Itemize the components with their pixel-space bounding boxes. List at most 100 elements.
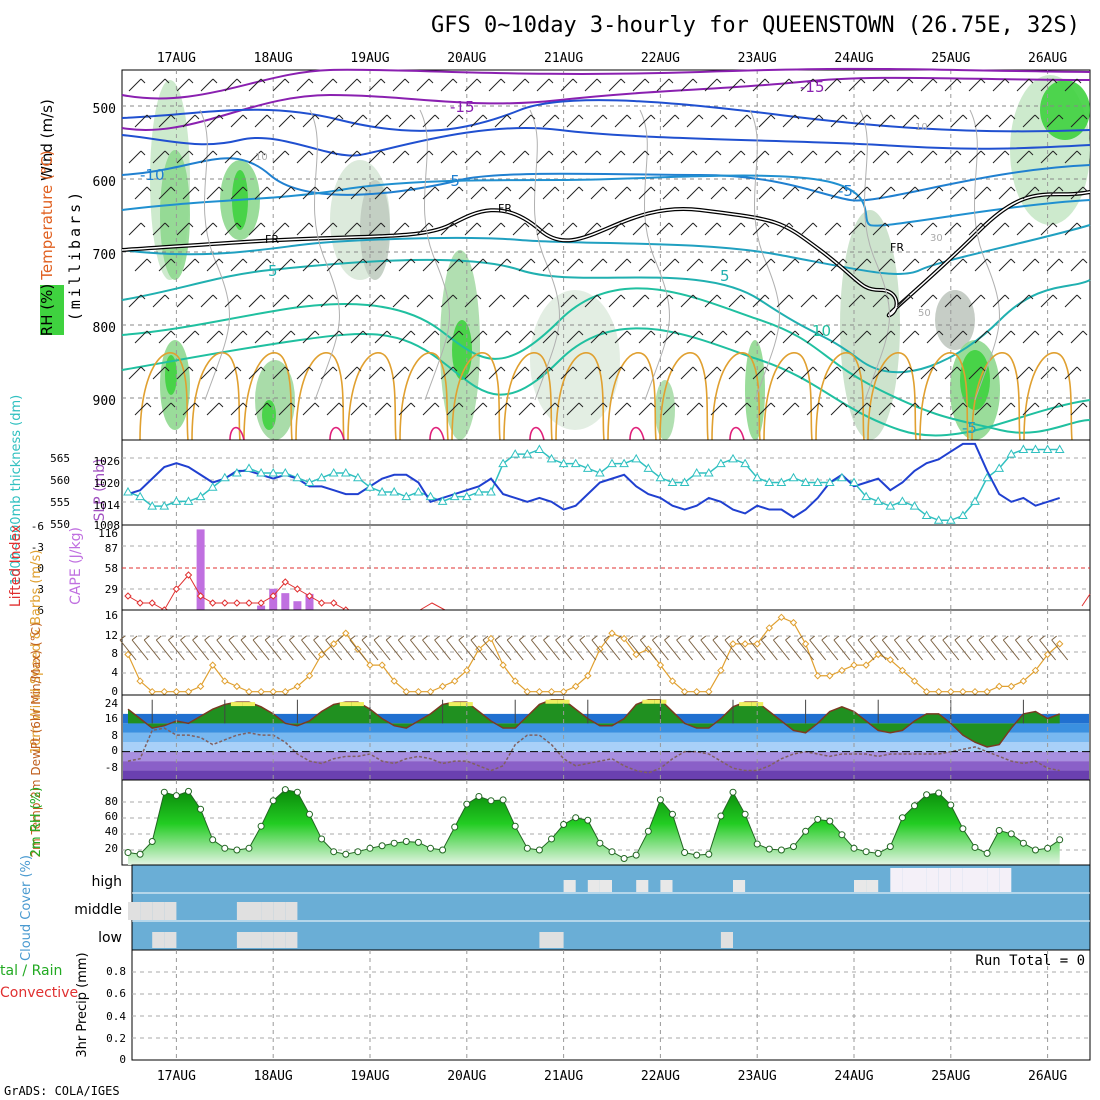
wind-barb: [656, 366, 674, 380]
wind-barb: [1022, 258, 1040, 272]
wind-barb-staff: [422, 186, 436, 200]
wind-barb: [470, 330, 488, 344]
surface-wind-barb-flag: [591, 635, 598, 641]
surface-wind-barb-staff: [664, 639, 681, 661]
wind-barb: [704, 366, 722, 380]
date-label-top: 17AUG: [157, 51, 196, 66]
wind-speed-point: [862, 661, 870, 669]
wind-barb-flag: [1076, 294, 1082, 300]
wind-barb-staff: [1040, 150, 1054, 164]
wind-barb-staff: [128, 222, 142, 236]
thickness-point: [558, 458, 569, 468]
wind-barb-staff: [662, 186, 676, 200]
wind-barb: [350, 330, 368, 344]
surface-wind-barb-flag: [797, 635, 803, 641]
wind-barb-flag: [242, 258, 248, 264]
wind-barb-staff: [566, 114, 580, 128]
wind-barb-staff: [896, 150, 910, 164]
wind-barb-flag: [188, 222, 194, 228]
cloud-low-cell: [285, 932, 298, 948]
wind-barb-staff: [296, 366, 310, 380]
wind-barb: [446, 258, 464, 272]
wind-barb-flag: [644, 78, 650, 84]
warm-contour: [295, 352, 345, 441]
wind-barb-flag: [650, 114, 656, 120]
date-label-bottom: 21AUG: [544, 1069, 583, 1084]
wind-barb-staff: [992, 78, 1006, 92]
wind-barb: [470, 402, 488, 416]
wind-barb-staff: [584, 294, 598, 308]
wind-barb-staff: [302, 258, 316, 272]
cloud-high-cell: [599, 880, 612, 892]
wind-barb: [158, 402, 176, 416]
wind-barb-flag: [842, 114, 848, 120]
wind-barb-staff: [968, 150, 982, 164]
temperature-contour: [121, 327, 1091, 437]
wind-barb-flag: [980, 78, 986, 84]
wind-barb: [848, 366, 866, 380]
wind-barb: [176, 78, 194, 92]
wind-barb-flag: [932, 366, 938, 372]
wind-barb: [758, 258, 776, 272]
wind-barb-staff: [830, 114, 844, 128]
thickness-point: [607, 458, 617, 468]
surface-wind-barb-flag: [482, 635, 489, 641]
cloud-low-cell: [152, 932, 165, 948]
rh-point: [414, 838, 422, 846]
li-point: [257, 599, 265, 607]
wind-barb-staff: [920, 222, 934, 236]
wind-barb-staff: [176, 150, 190, 164]
wind-barb-staff: [344, 294, 358, 308]
wind-barb-staff: [512, 294, 526, 308]
temperature-contour: [121, 287, 1091, 434]
rh-shade: [262, 400, 276, 430]
wind-barb: [350, 402, 368, 416]
wind-barb-staff: [446, 330, 460, 344]
wind-barb-flag: [380, 294, 386, 300]
wind-barb-flag: [524, 366, 530, 372]
wind-barb-staff: [704, 366, 718, 380]
surface-wind-barb: [119, 635, 137, 661]
surface-wind-barb: [131, 635, 149, 661]
wind-barb-flag: [602, 258, 608, 264]
date-label-top: 20AUG: [447, 51, 486, 66]
surface-wind-barb-flag: [821, 635, 828, 641]
wind-barb-flag: [1028, 294, 1034, 300]
warm-contour: [867, 352, 917, 441]
wind-barb-flag: [986, 186, 992, 192]
rh-point: [463, 800, 471, 808]
wind-barb-staff: [1064, 366, 1078, 380]
wind-barb-staff: [1040, 78, 1054, 92]
wind-barb-flag: [458, 186, 464, 192]
top-date-axis: 17AUG 18AUG 19AUG 20AUG 21AUG 22AUG 23AUG 24AUG…: [157, 51, 1068, 66]
wind-barb: [638, 186, 656, 200]
wind-speed-point: [584, 672, 592, 680]
wind-barb: [974, 330, 992, 344]
wind-barb-flag: [284, 294, 290, 300]
rh-point: [923, 791, 931, 799]
wind-barb-flag: [746, 186, 752, 192]
wind-barb-staff: [398, 402, 412, 416]
wind-barb-staff: [470, 330, 484, 344]
wind-barb-flag: [866, 186, 872, 192]
wind-barb-flag: [962, 114, 968, 120]
temperature-band: [123, 761, 1089, 771]
surface-wind-barb-staff: [204, 639, 222, 661]
wind-barb-staff: [704, 150, 718, 164]
wind-barb: [902, 186, 920, 200]
wind-barb-flag: [266, 402, 272, 408]
wind-barb-flag: [356, 294, 362, 300]
wind-barb-staff: [632, 366, 646, 380]
cloud-low-cell: [236, 932, 249, 948]
surface-wind-barb-flag: [857, 635, 864, 641]
wind-barb-flag: [170, 402, 176, 408]
wind-barb: [872, 366, 890, 380]
rh-point: [838, 831, 846, 839]
wind-barb: [608, 294, 626, 308]
wind-barb-flag: [290, 402, 296, 408]
wind-barb: [512, 150, 530, 164]
wind-barb-flag: [212, 150, 218, 156]
wind-barb-flag: [692, 366, 698, 372]
rh-point: [535, 846, 543, 854]
